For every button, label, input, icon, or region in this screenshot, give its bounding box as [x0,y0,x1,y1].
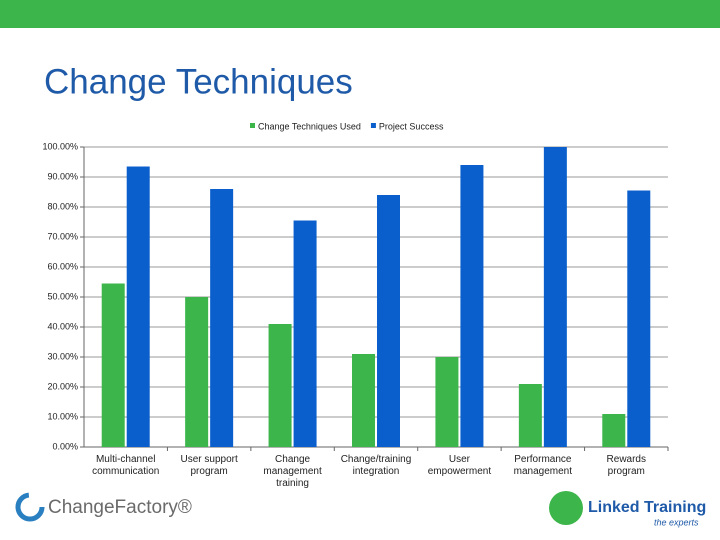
bar [210,189,234,447]
x-tick-label: User empowerment [427,454,492,477]
bar [101,283,125,447]
bar [518,384,542,447]
x-tick-label: Performance management [513,454,573,477]
left-logo: ChangeFactory® [15,492,192,522]
left-logo-text: ChangeFactory® [48,497,192,518]
bar [126,166,150,447]
y-tick-label: 30.00% [47,351,78,361]
y-tick-label: 60.00% [47,261,78,271]
top-band [0,0,720,28]
y-tick-label: 10.00% [47,411,78,421]
x-tick-label: Change management training [263,454,322,489]
y-tick-label: 90.00% [47,171,78,181]
bar [352,354,375,447]
bar [627,190,651,447]
y-tick-label: 50.00% [47,291,78,301]
bar [293,220,317,447]
y-tick-label: 80.00% [47,201,78,211]
bar [435,357,459,447]
x-tick-label: User support program [180,454,238,477]
chart-title: Change Techniques [44,62,353,101]
y-tick-label: 70.00% [47,231,78,241]
bar [185,297,209,447]
y-tick-label: 20.00% [47,381,78,391]
y-tick-label: 0.00% [52,441,78,451]
legend-label: Change Techniques Used [258,121,361,131]
bar [602,414,626,447]
right-logo-text: Linked Training [588,499,706,516]
legend-swatch [250,123,255,128]
bar [268,324,292,447]
x-tick-label: Rewards program [606,454,646,477]
x-tick-label: Change/training integration [340,454,412,477]
right-logo-tagline: the experts [654,517,699,527]
y-tick-label: 100.00% [42,141,78,151]
bar [460,165,484,447]
legend-label: Project Success [379,121,444,131]
legend-swatch [370,123,376,128]
right-logo: Linked Training the experts [549,491,706,527]
bar [377,195,400,447]
bar [543,147,567,447]
y-tick-label: 40.00% [47,321,78,331]
x-tick-label: Multi-channel communication [92,454,160,477]
